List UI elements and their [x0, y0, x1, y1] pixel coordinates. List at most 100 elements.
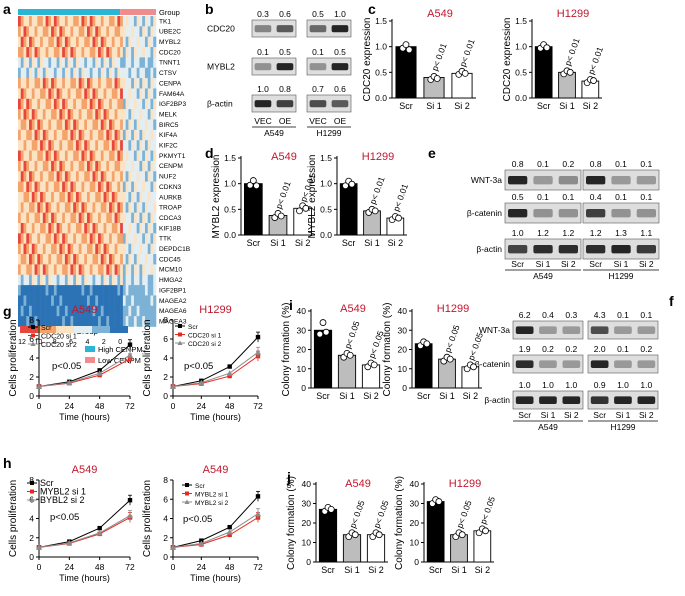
data-point [255, 510, 261, 517]
heatmap-cell [29, 16, 33, 27]
heatmap-cell [42, 305, 46, 317]
heatmap-cell [56, 47, 60, 58]
heatmap-cell [51, 129, 55, 141]
heatmap-cell [139, 243, 143, 255]
heatmap-cell [87, 171, 91, 182]
heatmap-cell [29, 254, 33, 265]
heatmap-cell [147, 150, 151, 162]
heatmap-cell [75, 160, 80, 172]
heatmap-cell [111, 254, 115, 265]
y-tick-label: 2 [163, 372, 168, 382]
heatmap-cell [131, 243, 135, 255]
heatmap-cell [117, 36, 121, 48]
heatmap-cell [70, 57, 74, 69]
heatmap-cell [37, 233, 41, 244]
blot-value: 0.1 [615, 192, 627, 202]
heatmap-cell [117, 285, 121, 296]
blot-lane-label: OE [334, 116, 347, 126]
data-point [246, 181, 254, 189]
blot-value: 0.3 [565, 310, 577, 320]
blot-band [636, 209, 656, 218]
group-bar-high [18, 9, 121, 15]
gene-label-CDCA3: CDCA3 [159, 215, 182, 222]
heatmap-cell [125, 243, 129, 255]
heatmap-cell [56, 109, 60, 120]
heatmap-cell [95, 78, 99, 89]
heatmap-cell [98, 88, 102, 100]
heatmap-cell [136, 233, 140, 244]
heatmap-cell [62, 223, 66, 234]
y-tick-label: 0.0 [515, 93, 527, 103]
heatmap-cell [142, 98, 146, 110]
heatmap-cell [103, 274, 107, 286]
heatmap-cell [81, 109, 85, 120]
heatmap-cell [18, 67, 22, 79]
heatmap-cell [136, 109, 140, 120]
color-scale-tick: 10 [34, 339, 42, 346]
heatmap-cell [144, 274, 149, 286]
heatmap-cell [64, 36, 68, 48]
heatmap-cell [18, 274, 22, 286]
y-tick-label: 4 [163, 514, 168, 524]
heatmap-cell [87, 150, 91, 162]
heatmap-cell [109, 243, 113, 255]
heatmap-cell [40, 264, 44, 276]
heatmap-cell [23, 274, 27, 286]
heatmap-cell [153, 98, 157, 110]
heatmap-cell [73, 140, 77, 151]
heatmap-cell [147, 160, 151, 172]
heatmap-cell [111, 295, 115, 307]
heatmap-cell [114, 36, 118, 48]
bar [318, 508, 338, 563]
blot-lane-label: VEC [309, 116, 326, 126]
heatmap-cell [45, 129, 49, 141]
heatmap-cell [40, 305, 44, 317]
heatmap-cell [34, 243, 38, 255]
heatmap-cell [109, 129, 113, 141]
heatmap-cell [45, 274, 49, 286]
data-point [226, 370, 233, 376]
heatmap-cell [42, 109, 46, 120]
heatmap-cell [106, 285, 110, 296]
heatmap-cell [42, 67, 46, 79]
heatmap-cell [103, 316, 107, 327]
heatmap-cell [45, 150, 49, 162]
blot-band [637, 360, 656, 368]
heatmap-cell [45, 305, 49, 317]
heatmap-cell [62, 243, 66, 255]
heatmap-cell [103, 36, 107, 48]
heatmap-cell [114, 285, 118, 296]
heatmap-cell [106, 254, 110, 265]
heatmap-cell [75, 316, 80, 327]
heatmap-cell [42, 285, 46, 296]
heatmap-cell [95, 26, 99, 37]
heatmap-cell [150, 316, 154, 327]
blot-value: 0.5 [512, 192, 524, 202]
blot-value: 0.1 [640, 192, 652, 202]
heatmap-cell [51, 26, 55, 37]
heatmap-cell [100, 160, 104, 172]
heatmap-cell [114, 67, 118, 79]
heatmap-cell [128, 26, 132, 37]
heatmap-cell [18, 140, 22, 151]
heatmap-cell [100, 171, 104, 182]
heatmap-cell [120, 191, 124, 203]
heatmap-cell [136, 129, 140, 141]
gene-label-AURKB: AURKB [159, 194, 182, 201]
heatmap-cell [18, 254, 22, 265]
heatmap-cell [103, 160, 107, 172]
heatmap-cell [51, 295, 55, 307]
heatmap-cell [128, 88, 132, 100]
heatmap-cell [37, 243, 41, 255]
heatmap-cell [56, 316, 60, 327]
heatmap-cell [62, 316, 66, 327]
heatmap-cell [59, 129, 63, 141]
heatmap-cell [73, 212, 77, 224]
heatmap-cell [40, 295, 44, 307]
heatmap-cell [23, 150, 27, 162]
heatmap-cell [53, 150, 57, 162]
heatmap-cell [37, 150, 41, 162]
heatmap-cell [109, 316, 113, 327]
heatmap-cell [20, 274, 24, 286]
heatmap-cell [111, 16, 115, 27]
